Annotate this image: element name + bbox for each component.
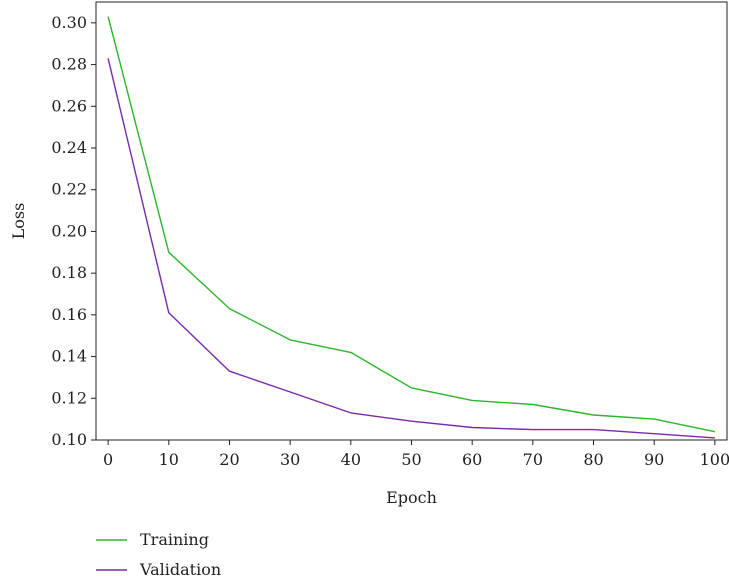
series-lines (107, 16, 716, 439)
y-tick-label: 0.30 (51, 13, 87, 32)
x-tick-label: 100 (700, 450, 729, 469)
plot-area (95, 1, 728, 441)
legend: Training Validation (96, 530, 221, 579)
series-line-validation (107, 58, 715, 439)
y-tick-label: 0.10 (51, 430, 87, 449)
legend-label-training: Training (140, 530, 209, 549)
x-tick-label: 50 (401, 450, 421, 469)
x-tick-label: 40 (341, 450, 361, 469)
x-tick-label: 70 (523, 450, 543, 469)
y-tick-label: 0.14 (51, 347, 87, 366)
x-tick-label: 20 (219, 450, 239, 469)
x-tick-label: 30 (280, 450, 300, 469)
y-axis-label: Loss (9, 203, 28, 240)
y-tick-label: 0.28 (51, 55, 87, 74)
x-axis-label: Epoch (386, 488, 437, 507)
plot-frame (95, 1, 728, 441)
x-tick-label: 0 (103, 450, 113, 469)
legend-label-validation: Validation (139, 560, 221, 579)
y-tick-label: 0.12 (51, 388, 87, 407)
y-tick-label: 0.16 (51, 305, 87, 324)
series-line-training (107, 16, 716, 433)
y-tick-label: 0.26 (51, 96, 87, 115)
y-tick-label: 0.18 (51, 263, 87, 282)
y-tick-label: 0.24 (51, 138, 87, 157)
y-tick-label: 0.22 (51, 180, 87, 199)
y-axis: 0.10 0.12 0.14 0.16 0.18 0.20 0.22 0.24 0.26 0.28… (51, 13, 96, 449)
x-tick-label: 10 (159, 450, 179, 469)
x-axis: 0 10 20 30 40 50 60 70 80 90 100 (103, 440, 729, 469)
x-tick-label: 90 (644, 450, 664, 469)
y-tick-label: 0.20 (51, 221, 87, 240)
x-tick-label: 80 (583, 450, 603, 469)
x-tick-label: 60 (462, 450, 482, 469)
